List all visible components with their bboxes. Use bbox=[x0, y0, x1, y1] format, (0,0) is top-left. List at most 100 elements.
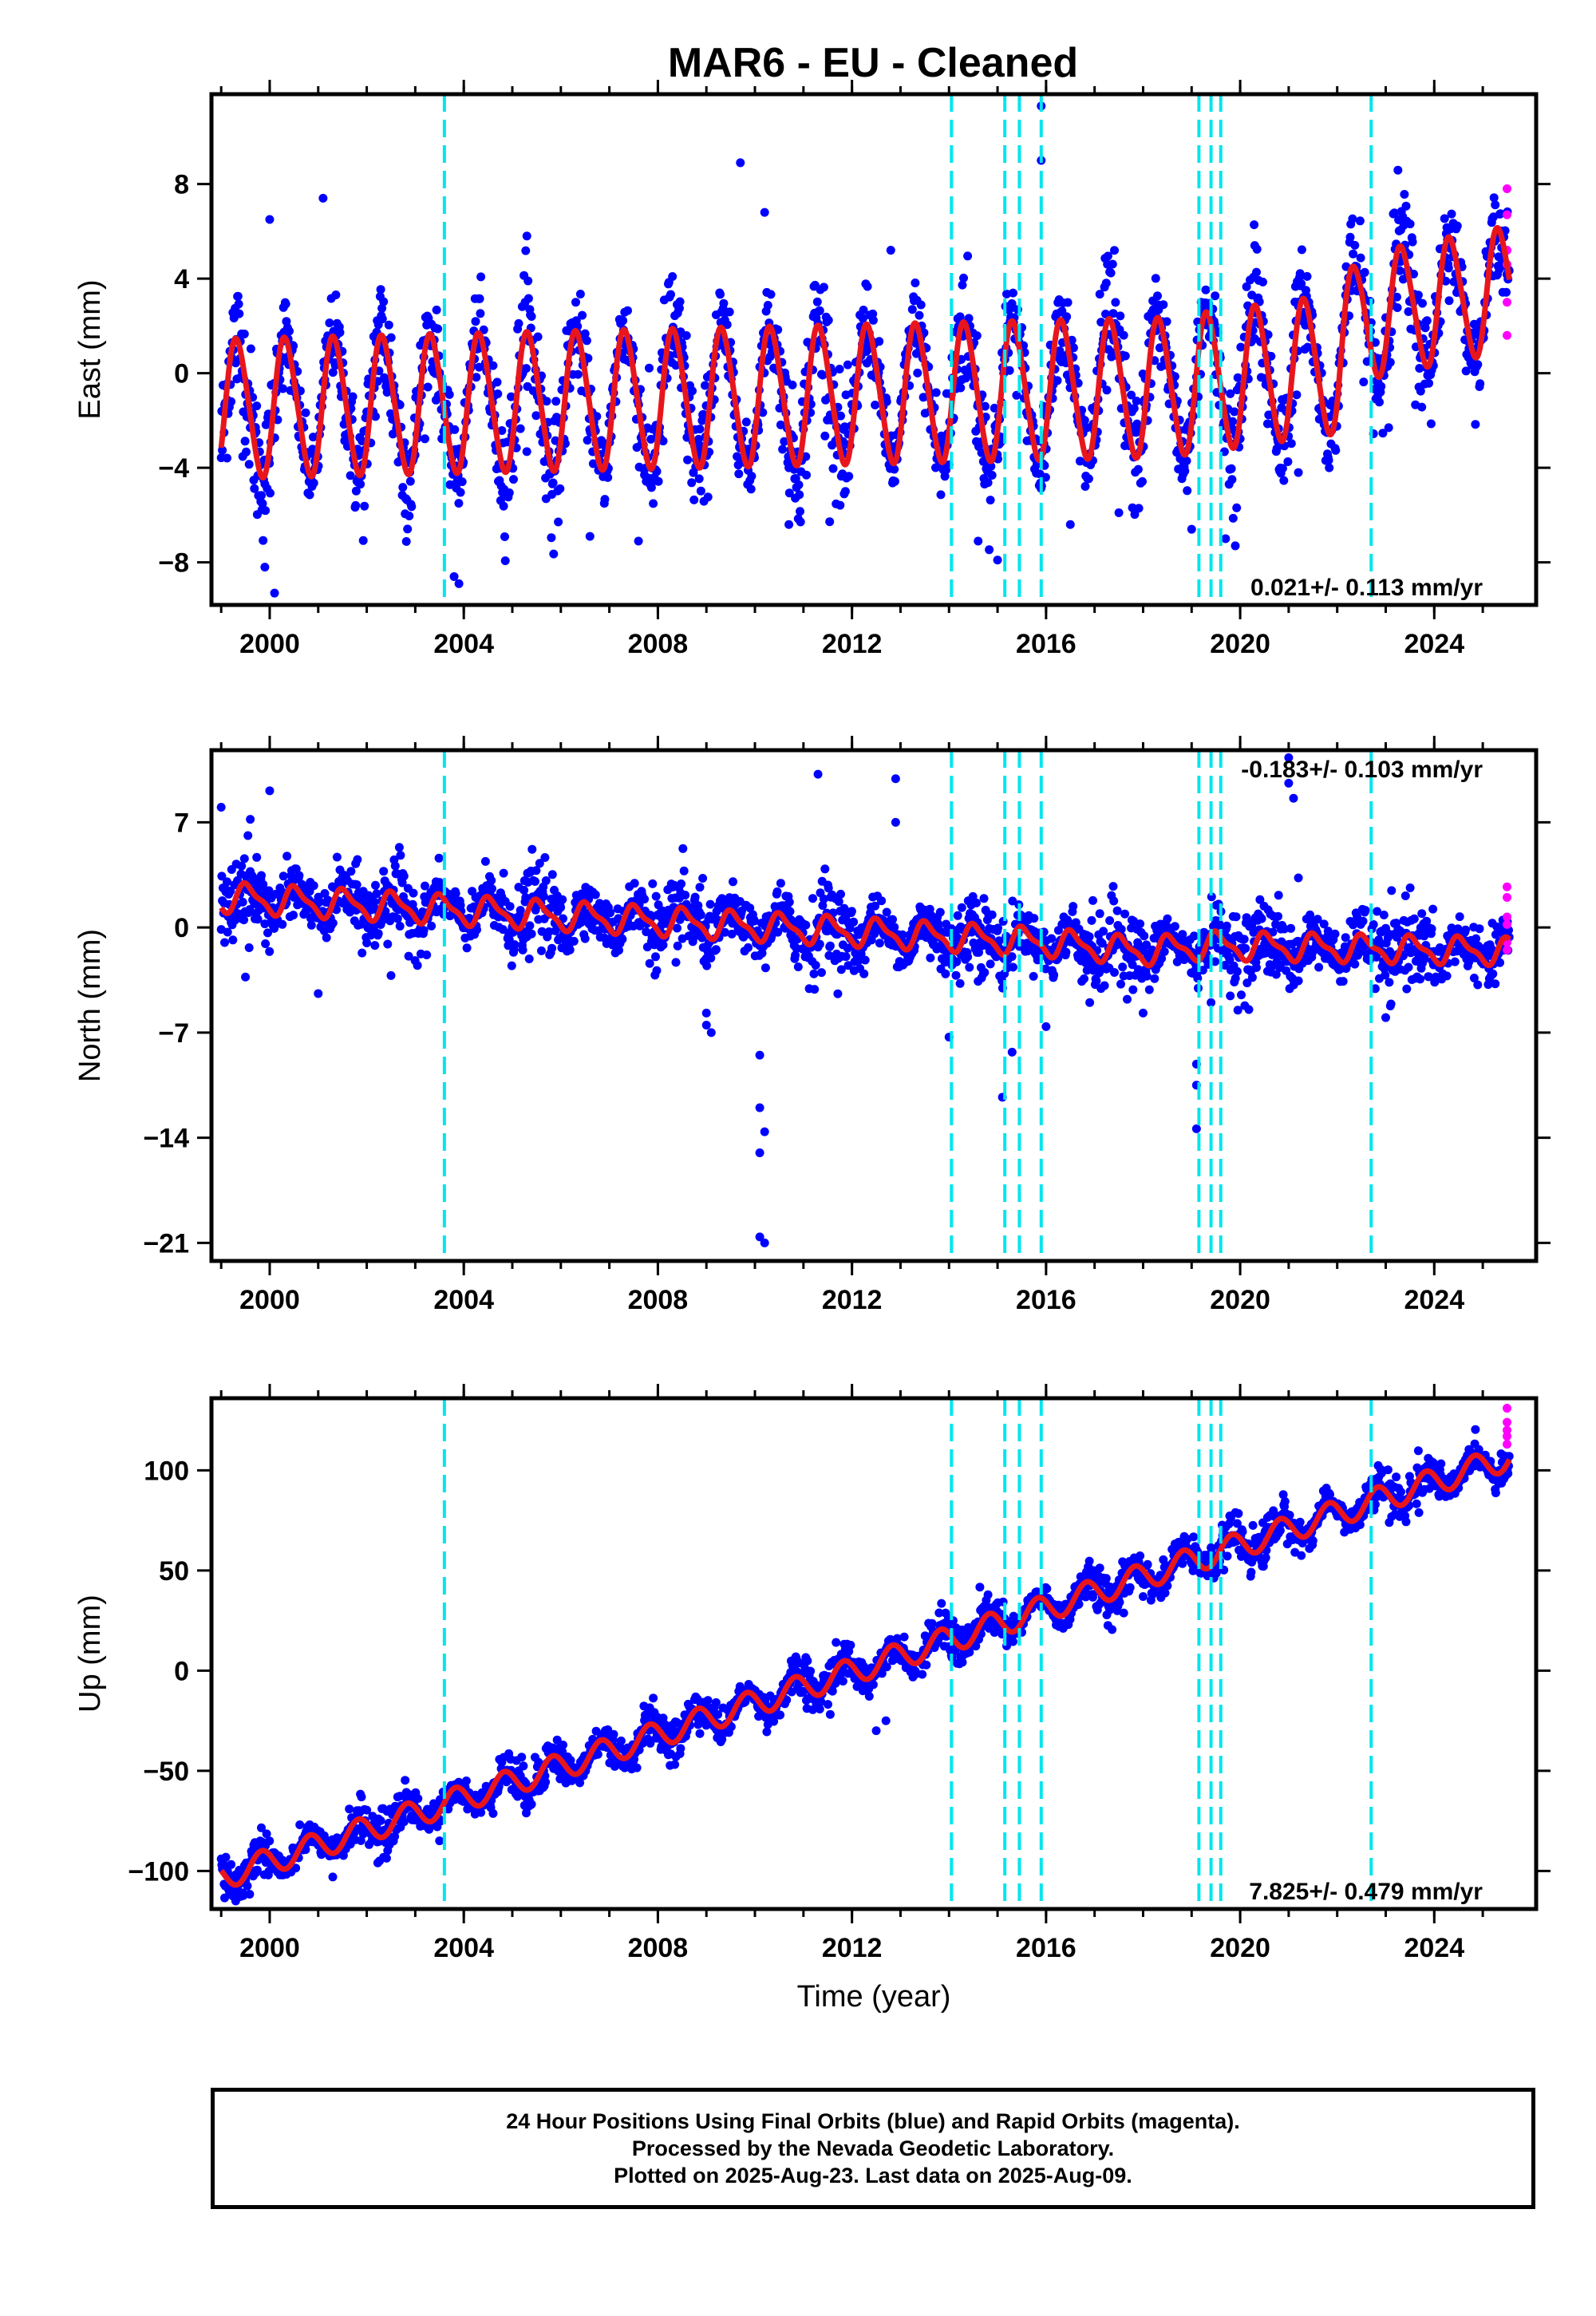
data-point bbox=[766, 290, 776, 299]
data-point bbox=[1409, 914, 1419, 923]
data-point bbox=[1422, 316, 1432, 326]
outlier-point bbox=[1114, 508, 1124, 517]
data-point bbox=[1338, 977, 1348, 986]
outlier-point bbox=[706, 1028, 716, 1037]
outlier-point bbox=[260, 563, 270, 572]
data-point bbox=[540, 853, 550, 862]
data-point bbox=[1129, 404, 1139, 413]
data-point bbox=[801, 920, 811, 930]
data-point bbox=[243, 831, 253, 840]
data-point bbox=[1375, 397, 1384, 407]
data-point bbox=[758, 408, 768, 417]
data-point bbox=[1110, 246, 1119, 255]
data-point bbox=[1491, 979, 1500, 989]
data-point bbox=[1110, 968, 1119, 977]
data-point bbox=[1416, 386, 1425, 396]
data-point bbox=[882, 397, 891, 406]
data-point bbox=[603, 472, 613, 482]
data-point bbox=[793, 962, 803, 971]
data-point bbox=[702, 961, 712, 970]
panels: 2000 2004 2008 2012 2016 2020 2024−8−4048East … bbox=[73, 80, 1551, 2014]
data-point bbox=[1444, 263, 1453, 273]
outlier-point bbox=[386, 970, 396, 980]
data-point bbox=[306, 920, 316, 930]
data-point bbox=[1404, 962, 1413, 972]
data-point bbox=[666, 290, 675, 299]
data-point bbox=[565, 945, 575, 954]
data-point bbox=[328, 919, 338, 928]
data-point bbox=[265, 947, 275, 956]
data-point bbox=[305, 490, 314, 500]
data-point bbox=[493, 389, 503, 398]
data-point bbox=[675, 297, 685, 306]
data-point bbox=[818, 370, 828, 380]
data-point bbox=[796, 517, 805, 527]
data-point bbox=[941, 969, 950, 978]
data-point bbox=[531, 877, 539, 886]
data-point bbox=[776, 879, 785, 888]
data-point bbox=[409, 888, 418, 898]
data-point bbox=[1049, 970, 1059, 980]
data-point bbox=[386, 333, 396, 342]
outlier-point bbox=[1294, 873, 1303, 883]
rapid-orbit-point bbox=[1503, 210, 1512, 219]
data-point bbox=[1159, 300, 1168, 310]
data-point bbox=[1080, 416, 1089, 425]
data-point bbox=[1450, 957, 1460, 966]
data-point bbox=[264, 886, 274, 895]
data-point bbox=[1088, 895, 1097, 905]
data-point bbox=[250, 484, 259, 493]
data-point bbox=[592, 412, 602, 421]
data-point bbox=[362, 939, 372, 947]
data-point bbox=[987, 910, 997, 919]
data-point bbox=[407, 502, 417, 512]
data-point bbox=[239, 854, 249, 864]
data-point bbox=[808, 894, 817, 903]
data-point bbox=[265, 1836, 275, 1846]
data-point bbox=[1361, 906, 1370, 915]
data-point bbox=[1101, 279, 1111, 288]
x-tick-label: 2008 bbox=[628, 1285, 689, 1315]
data-point bbox=[1029, 914, 1039, 923]
data-point bbox=[980, 968, 990, 977]
data-point bbox=[266, 488, 275, 498]
data-point bbox=[346, 471, 355, 480]
data-point bbox=[694, 474, 704, 484]
data-point bbox=[986, 959, 995, 969]
rapid-orbit-point bbox=[1503, 945, 1512, 954]
data-point bbox=[741, 417, 751, 427]
data-point bbox=[972, 331, 982, 341]
data-point bbox=[1415, 364, 1424, 373]
data-point bbox=[1345, 232, 1355, 242]
data-point bbox=[623, 306, 632, 315]
data-point bbox=[833, 989, 843, 998]
data-point bbox=[1502, 287, 1511, 297]
data-point bbox=[890, 476, 899, 486]
data-point bbox=[239, 915, 249, 925]
data-point bbox=[1408, 237, 1417, 247]
data-point bbox=[1009, 288, 1017, 298]
data-point bbox=[522, 447, 531, 456]
data-point bbox=[1140, 931, 1149, 941]
data-point bbox=[859, 306, 868, 314]
outlier-point bbox=[784, 520, 794, 529]
data-point bbox=[235, 309, 244, 318]
data-point bbox=[687, 478, 697, 488]
data-point bbox=[668, 272, 678, 281]
outlier-point bbox=[522, 231, 531, 241]
data-point bbox=[1387, 886, 1396, 895]
data-point bbox=[725, 307, 734, 317]
data-point bbox=[1303, 342, 1313, 352]
data-point bbox=[955, 978, 965, 988]
data-point bbox=[335, 328, 345, 338]
data-point bbox=[226, 887, 235, 895]
data-point bbox=[1314, 962, 1324, 972]
data-point bbox=[1461, 925, 1470, 935]
outlier-point bbox=[760, 207, 769, 217]
data-point bbox=[703, 492, 713, 502]
data-point bbox=[240, 437, 250, 446]
data-point bbox=[1084, 474, 1093, 484]
data-point bbox=[278, 919, 287, 929]
rapid-orbit-point bbox=[1503, 882, 1512, 891]
data-point bbox=[1389, 208, 1399, 218]
